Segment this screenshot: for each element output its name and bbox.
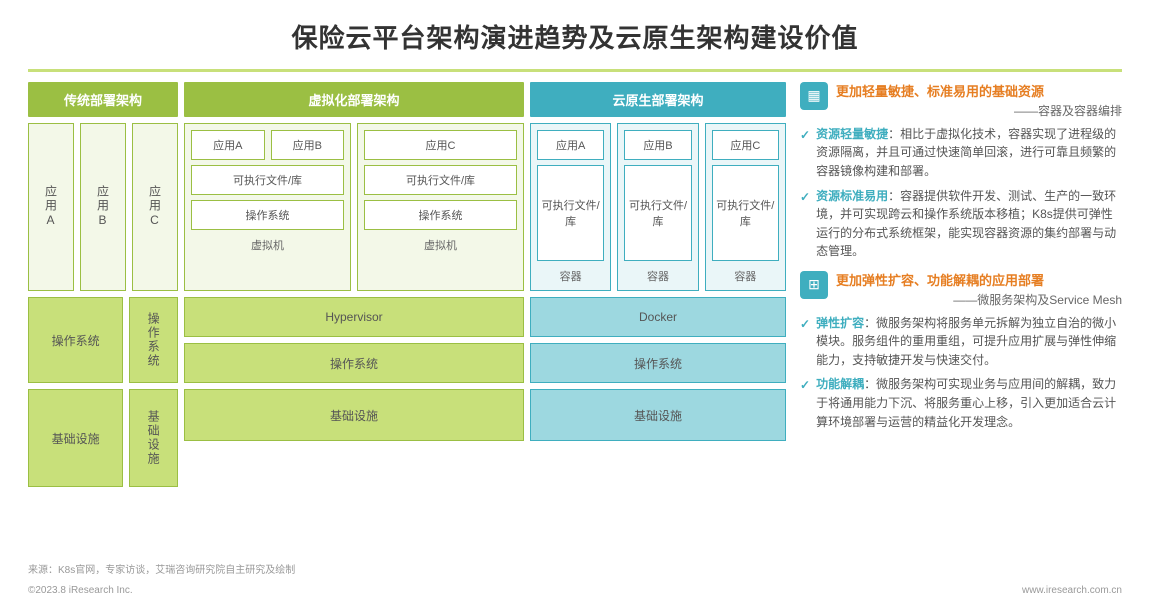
virt-app-a: 应用A (191, 130, 265, 160)
cloud-lib2: 可执行文件/库 (624, 165, 691, 261)
cloud-lib1: 可执行文件/库 (537, 165, 604, 261)
check-icon: ✓ (800, 376, 810, 395)
cloud-app-a: 应用A (537, 130, 604, 160)
virt-infra: 基础设施 (184, 389, 524, 441)
cloud-os: 操作系统 (530, 343, 786, 383)
check-icon: ✓ (800, 315, 810, 334)
trad-app-a: 应用A (28, 123, 74, 291)
docker: Docker (530, 297, 786, 337)
trad-os2: 操作系统 (129, 297, 178, 383)
copyright: ©2023.8 iResearch Inc. (28, 585, 133, 596)
trad-app-c: 应用C (132, 123, 178, 291)
virt-os: 操作系统 (184, 343, 524, 383)
check-icon: ✓ (800, 126, 810, 145)
vm1-group: 应用A 应用B 可执行文件/库 操作系统 虚拟机 (184, 123, 351, 291)
trad-header: 传统部署架构 (28, 82, 178, 117)
vm2-label: 虚拟机 (364, 235, 517, 253)
virt-lib2: 可执行文件/库 (364, 165, 517, 195)
right-panel: ▦ 更加轻量敏捷、标准易用的基础资源 ——容器及容器编排 ✓资源轻量敏捷：相比于… (800, 82, 1122, 487)
cloud-column: 云原生部署架构 应用A 可执行文件/库 容器 应用B 可执行文件/库 容器 应用… (530, 82, 786, 487)
container3: 应用C 可执行文件/库 容器 (705, 123, 786, 291)
section2-sub: ——微服务架构及Service Mesh (836, 291, 1122, 310)
trad-os: 操作系统 (28, 297, 123, 383)
section1-title: ▦ 更加轻量敏捷、标准易用的基础资源 ——容器及容器编排 (800, 82, 1122, 121)
cloud-lib3: 可执行文件/库 (712, 165, 779, 261)
trad-infra2: 基础设施 (129, 389, 178, 487)
architecture-diagram: 传统部署架构 应用A 应用B 应用C 操作系统 操作系统 基础设施 基础设施 虚… (28, 82, 788, 487)
section1-sub: ——容器及容器编排 (836, 102, 1122, 121)
cloud-app-b: 应用B (624, 130, 691, 160)
virt-os2: 操作系统 (364, 200, 517, 230)
bullet-1-1: ✓资源轻量敏捷：相比于虚拟化技术，容器实现了进程级的资源隔离，并且可通过快速简单… (800, 125, 1122, 181)
section2-title: ⊞ 更加弹性扩容、功能解耦的应用部署 ——微服务架构及Service Mesh (800, 271, 1122, 310)
cloud-header: 云原生部署架构 (530, 82, 786, 117)
cloud-infra: 基础设施 (530, 389, 786, 441)
bullet-2-1: ✓弹性扩容：微服务架构将服务单元拆解为独立自治的微小模块。服务组件的重用重组，可… (800, 314, 1122, 370)
trad-infra: 基础设施 (28, 389, 123, 487)
ct1-label: 容器 (537, 266, 604, 284)
ct3-label: 容器 (712, 266, 779, 284)
ct2-label: 容器 (624, 266, 691, 284)
section2-main: 更加弹性扩容、功能解耦的应用部署 (836, 271, 1122, 291)
virt-lib1: 可执行文件/库 (191, 165, 344, 195)
bullet-1-2: ✓资源标准易用：容器提供软件开发、测试、生产的一致环境，并可实现跨云和操作系统版… (800, 187, 1122, 261)
hypervisor: Hypervisor (184, 297, 524, 337)
mesh-icon: ⊞ (800, 271, 828, 299)
divider (28, 69, 1122, 72)
cloud-app-c: 应用C (712, 130, 779, 160)
virtual-column: 虚拟化部署架构 应用A 应用B 可执行文件/库 操作系统 虚拟机 应用C 可执行… (184, 82, 524, 487)
virt-header: 虚拟化部署架构 (184, 82, 524, 117)
container-icon: ▦ (800, 82, 828, 110)
trad-app-b: 应用B (80, 123, 126, 291)
source-text: 来源：K8s官网，专家访谈，艾瑞咨询研究院自主研究及绘制 (28, 561, 295, 576)
url: www.iresearch.com.cn (1022, 585, 1122, 596)
check-icon: ✓ (800, 188, 810, 207)
traditional-column: 传统部署架构 应用A 应用B 应用C 操作系统 操作系统 基础设施 基础设施 (28, 82, 178, 487)
container1: 应用A 可执行文件/库 容器 (530, 123, 611, 291)
section1-main: 更加轻量敏捷、标准易用的基础资源 (836, 82, 1122, 102)
bullet-2-2: ✓功能解耦：微服务架构可实现业务与应用间的解耦，致力于将通用能力下沉、将服务重心… (800, 375, 1122, 431)
vm1-label: 虚拟机 (191, 235, 344, 253)
vm2-group: 应用C 可执行文件/库 操作系统 虚拟机 (357, 123, 524, 291)
page-title: 保险云平台架构演进趋势及云原生架构建设价值 (28, 18, 1122, 55)
virt-app-c: 应用C (364, 130, 517, 160)
container2: 应用B 可执行文件/库 容器 (617, 123, 698, 291)
virt-app-b: 应用B (271, 130, 345, 160)
virt-os1: 操作系统 (191, 200, 344, 230)
